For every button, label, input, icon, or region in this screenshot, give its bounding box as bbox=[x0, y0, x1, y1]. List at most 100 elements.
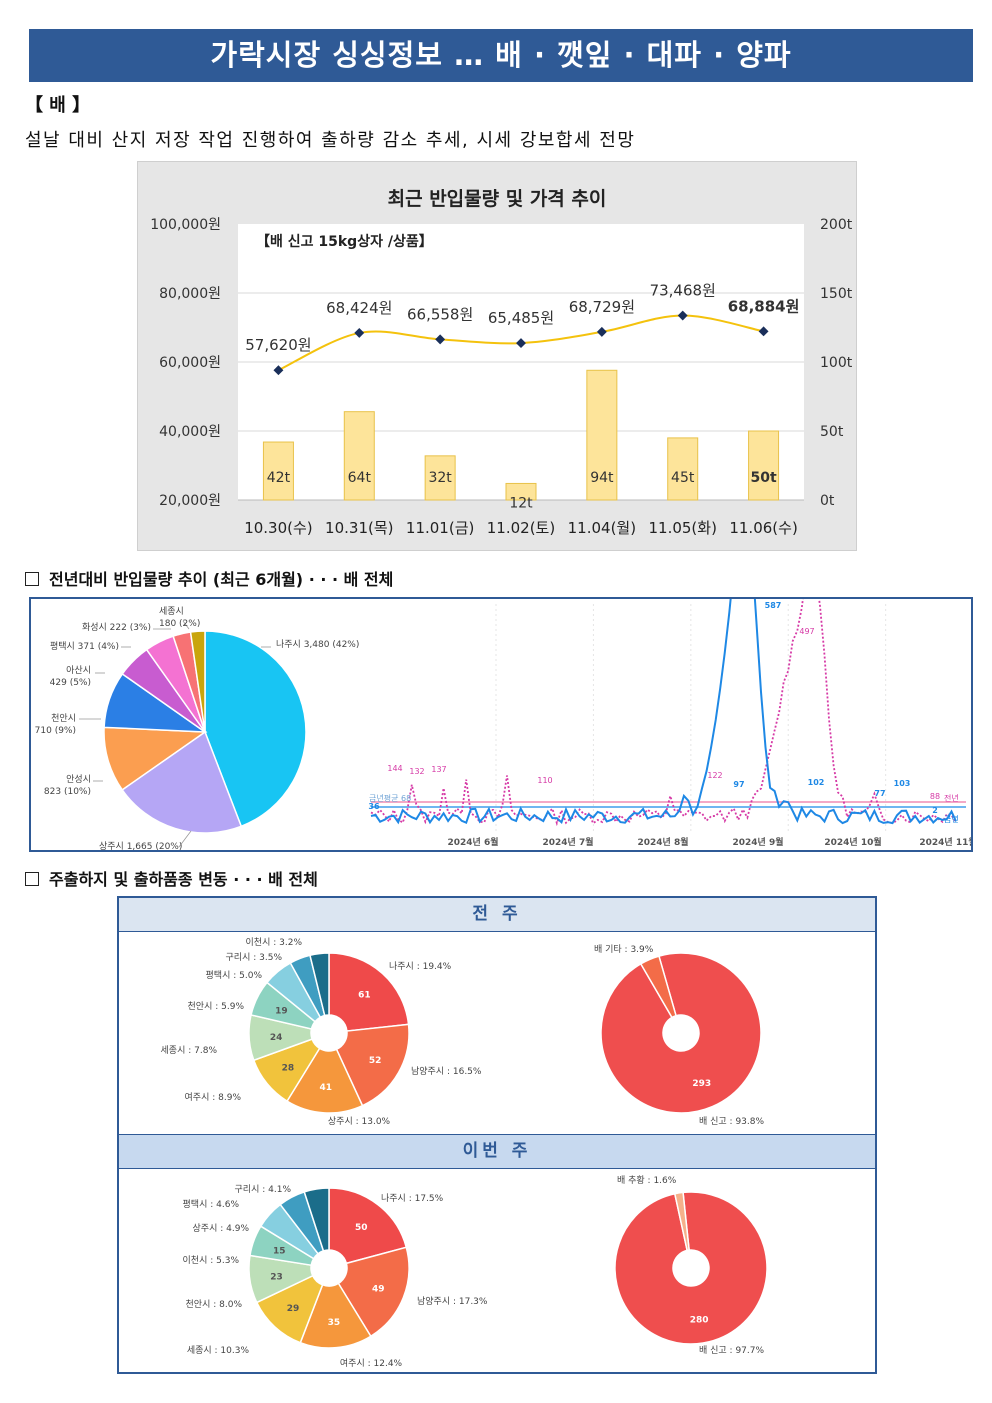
slice-value-label: 61 bbox=[358, 991, 371, 1001]
week-header-curr: 이번 주 bbox=[119, 1134, 875, 1169]
curr-peak-label: 36 bbox=[368, 802, 380, 811]
prev-peak-label: 88 bbox=[930, 792, 940, 801]
pie-slice bbox=[286, 1047, 364, 1114]
right-tick-label: 0t bbox=[820, 493, 835, 509]
slice-label: 429 (5%) bbox=[50, 678, 91, 688]
leader-line bbox=[178, 830, 192, 848]
curr-peak-label: 77 bbox=[874, 789, 885, 798]
week-header-prev: 전 주 bbox=[119, 898, 875, 932]
left-tick-label: 60,000원 bbox=[159, 355, 221, 371]
pie-slice bbox=[189, 630, 206, 733]
curr-peak-label: 102 bbox=[808, 778, 825, 787]
slice-label: 여주시 : 12.4% bbox=[340, 1357, 403, 1369]
price-label: 68,729원 bbox=[569, 298, 635, 316]
left-tick-label: 40,000원 bbox=[159, 424, 221, 440]
slice-label: 상주시 : 13.0% bbox=[328, 1116, 391, 1127]
volume-label: 64t bbox=[348, 470, 372, 486]
slice-label: 여주시 : 8.9% bbox=[185, 1091, 242, 1103]
x-tick-label: 11.04(월) bbox=[568, 519, 636, 537]
prev-peak-label: 132 bbox=[409, 767, 424, 776]
section-heading-trend-text: 전년대비 반입물량 추이 (최근 6개월) · · · 배 전체 bbox=[49, 570, 394, 589]
trend-panel: 나주시 3,480 (42%) 상주시 1,665 (20%) 안성시 823 (10… bbox=[29, 495, 984, 852]
pie-slice bbox=[600, 952, 762, 1114]
price-marker bbox=[677, 310, 688, 321]
volume-bar bbox=[748, 430, 780, 501]
slice-label: 평택시 371 (4%) bbox=[50, 641, 119, 652]
volume-bar bbox=[424, 455, 456, 501]
checkbox-icon bbox=[25, 572, 39, 586]
series-prev-line bbox=[370, 556, 957, 827]
slice-label: 상주시 : 4.9% bbox=[193, 1223, 250, 1234]
pie-slice bbox=[337, 1246, 410, 1338]
price-volume-svg: 최근 반입물량 및 가격 추이 100,000원 80,000원 60,000원 40… bbox=[150, 188, 853, 537]
volume-label: 94t bbox=[590, 470, 614, 486]
left-tick-label: 80,000원 bbox=[159, 286, 221, 302]
slice-label: 천안시 bbox=[51, 713, 76, 724]
price-marker bbox=[435, 334, 446, 345]
slice-label: 세종시 : 10.3% bbox=[187, 1345, 250, 1356]
x-tick-label: 10.30(수) bbox=[244, 519, 312, 537]
slice-value-label: 52 bbox=[369, 1056, 382, 1066]
slice-label: 180 (2%) bbox=[159, 619, 200, 629]
volume-bar bbox=[343, 411, 375, 501]
slice-value-label: 41 bbox=[320, 1083, 333, 1093]
x-tick-label: 11.06(수) bbox=[729, 519, 797, 537]
volume-bar bbox=[586, 369, 618, 501]
pie-slice bbox=[121, 730, 243, 834]
market-summary: 설날 대비 산지 저장 작업 진행하여 출하량 감소 추세, 시세 강보합세 전… bbox=[25, 130, 636, 151]
x-tick-label: 11.05(화) bbox=[648, 519, 716, 537]
pie-slice bbox=[639, 955, 677, 1019]
month-tick-label: 2024년 6월 bbox=[447, 836, 498, 848]
prev-peak-label: 122 bbox=[707, 771, 722, 780]
slice-value-label: 49 bbox=[372, 1285, 385, 1295]
pie-slice bbox=[299, 1282, 372, 1349]
price-label: 68,424원 bbox=[326, 299, 392, 317]
volume-bar bbox=[667, 437, 699, 501]
prev-peak-label: 137 bbox=[431, 765, 446, 774]
slice-label: 구리시 : 3.5% bbox=[226, 952, 283, 963]
slice-value-label: 15 bbox=[273, 1247, 286, 1257]
slice-label: 배 기타 : 3.9% bbox=[594, 944, 654, 955]
slice-label: 나주시 : 19.4% bbox=[389, 961, 452, 972]
checkbox-icon bbox=[25, 872, 39, 886]
slice-label: 아산시 bbox=[66, 665, 91, 676]
slice-label: 화성시 222 (3%) bbox=[82, 622, 151, 633]
price-label: 66,558원 bbox=[407, 305, 473, 323]
prev-peak-label: 497 bbox=[799, 627, 814, 636]
slice-label: 상주시 1,665 (20%) bbox=[99, 841, 182, 850]
pie-slice bbox=[614, 1191, 768, 1345]
price-label: 68,884원 bbox=[728, 297, 800, 315]
volume-bar bbox=[262, 441, 294, 501]
prev-peak-label: 144 bbox=[387, 764, 402, 773]
shipping-panel: 전 주 이번 주 61 52 41 28 24 19 나주시 : 19.4% 남양주시 : 1… bbox=[117, 896, 877, 1374]
volume-label: 32t bbox=[428, 470, 452, 486]
pie-slice bbox=[335, 1023, 410, 1107]
curr-peak-label: 103 bbox=[894, 779, 911, 788]
slice-value-label: 293 bbox=[692, 1079, 711, 1089]
pie-slice bbox=[328, 1187, 408, 1265]
slice-label: 천안시 : 5.9% bbox=[188, 1001, 245, 1012]
pie-slice bbox=[204, 630, 307, 828]
section-heading-ship: 주출하지 및 출하품종 변동 · · · 배 전체 bbox=[25, 866, 318, 890]
month-tick-label: 2024년 8월 bbox=[637, 836, 688, 848]
slice-label: 이천시 : 5.3% bbox=[183, 1255, 240, 1266]
slice-value-label: 35 bbox=[328, 1318, 341, 1328]
price-marker bbox=[273, 365, 284, 376]
month-tick-label: 2024년 9월 bbox=[732, 836, 783, 848]
slice-value-label: 28 bbox=[282, 1063, 295, 1073]
slice-label: 배 추황 : 1.6% bbox=[617, 1175, 677, 1186]
slice-label: 나주시 3,480 (42%) bbox=[276, 639, 359, 650]
curr-peak-label: 97 bbox=[733, 780, 744, 789]
legend-curr: 금년 bbox=[944, 814, 959, 824]
price-volume-chart: 최근 반입물량 및 가격 추이 100,000원 80,000원 60,000원 40… bbox=[137, 161, 857, 551]
price-label: 65,485원 bbox=[488, 309, 554, 327]
month-tick-label: 2024년 7월 bbox=[542, 836, 593, 848]
x-tick-label: 11.01(금) bbox=[406, 519, 474, 537]
slice-label: 평택시 : 5.0% bbox=[206, 970, 263, 981]
chart-title: 최근 반입물량 및 가격 추이 bbox=[388, 188, 607, 210]
leader-line bbox=[182, 620, 190, 630]
right-tick-label: 50t bbox=[820, 424, 844, 440]
avg-annotation: 금년평균 68 bbox=[369, 793, 411, 803]
slice-value-label: 50 bbox=[355, 1223, 368, 1233]
slice-label: 710 (9%) bbox=[35, 726, 76, 736]
